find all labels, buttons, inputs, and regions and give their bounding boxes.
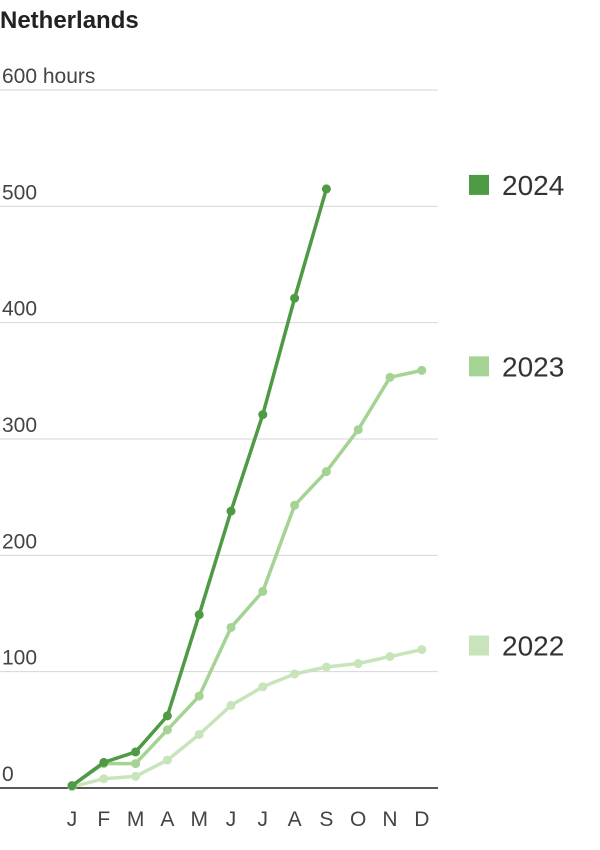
- x-tick-label: O: [350, 808, 366, 831]
- legend-swatch: [469, 356, 489, 377]
- data-point: [67, 781, 77, 791]
- data-point: [131, 747, 141, 757]
- y-tick-label: 200: [2, 530, 37, 553]
- x-tick-label: M: [127, 808, 145, 831]
- data-point: [194, 691, 204, 701]
- x-tick-label: A: [160, 808, 174, 831]
- data-point: [99, 774, 109, 784]
- data-point: [290, 500, 300, 510]
- y-tick-label: 300: [2, 414, 37, 437]
- x-tick-label: M: [190, 808, 208, 831]
- legend-swatch: [469, 174, 489, 195]
- data-point: [353, 659, 363, 669]
- data-point: [385, 652, 395, 662]
- data-point: [131, 771, 141, 781]
- data-point: [162, 755, 172, 765]
- legend-label: 2024: [502, 170, 564, 201]
- x-tick-label: N: [382, 808, 397, 831]
- data-point: [321, 662, 331, 672]
- data-point: [258, 682, 268, 692]
- x-tick-label: D: [414, 808, 429, 831]
- data-point: [258, 586, 268, 596]
- data-point: [417, 645, 427, 655]
- y-tick-label: 600 hours: [2, 65, 95, 88]
- data-point: [417, 365, 427, 375]
- data-point: [290, 669, 300, 679]
- y-tick-label: 100: [2, 647, 37, 670]
- data-point: [194, 610, 204, 620]
- series-line: [71, 647, 423, 789]
- legend-swatch: [469, 635, 489, 656]
- data-point: [321, 184, 331, 194]
- data-point: [131, 759, 141, 769]
- data-point: [162, 725, 172, 735]
- data-point: [290, 293, 300, 303]
- data-point: [99, 757, 109, 767]
- y-tick-label: 500: [2, 181, 37, 204]
- y-tick-label: 0: [2, 763, 14, 786]
- data-point: [162, 711, 172, 721]
- series-line: [71, 368, 423, 788]
- data-point: [194, 729, 204, 739]
- data-point: [321, 467, 331, 477]
- x-tick-label: J: [258, 808, 269, 831]
- data-point: [353, 425, 363, 435]
- legend-label: 2023: [502, 351, 564, 382]
- data-point: [226, 506, 236, 516]
- y-tick-label: 400: [2, 298, 37, 321]
- data-point: [226, 700, 236, 710]
- data-point: [226, 622, 236, 632]
- x-tick-label: F: [97, 808, 110, 831]
- x-tick-label: J: [67, 808, 78, 831]
- x-tick-label: S: [319, 808, 333, 831]
- data-point: [385, 372, 395, 382]
- legend-label: 2022: [502, 631, 564, 662]
- x-tick-label: A: [288, 808, 302, 831]
- x-tick-label: J: [226, 808, 237, 831]
- data-point: [258, 410, 268, 420]
- chart-title: Netherlands: [0, 7, 139, 34]
